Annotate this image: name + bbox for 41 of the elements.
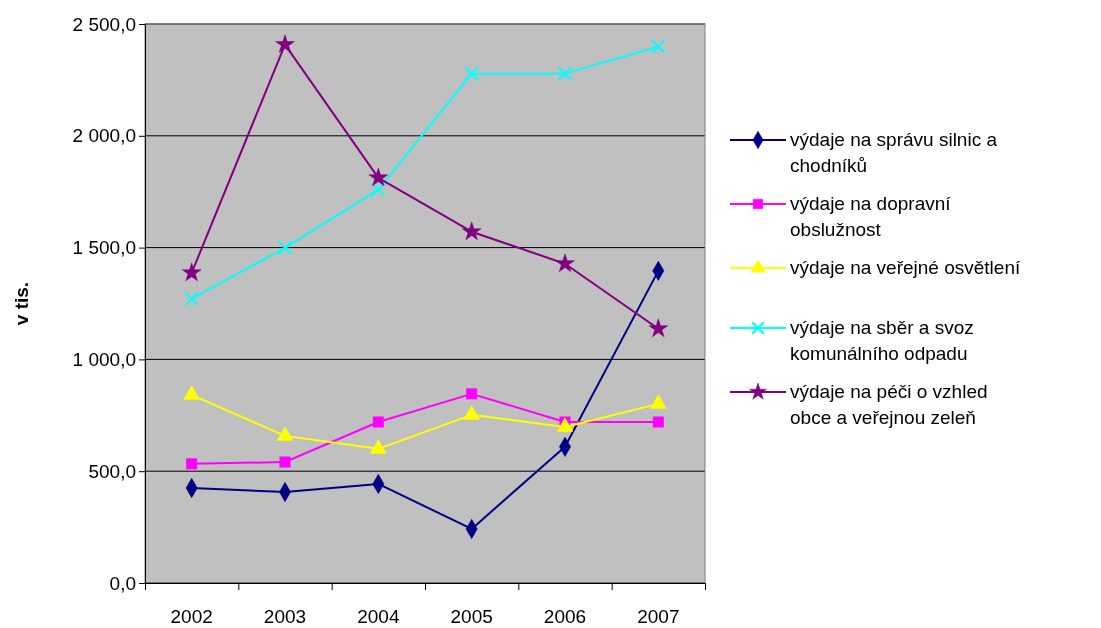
legend-label: výdaje na sběr a svoz komunálního odpadu: [790, 317, 974, 364]
point: [464, 66, 480, 82]
y-tick-label: 0,0: [109, 572, 136, 594]
point: [182, 262, 202, 282]
point: [368, 167, 388, 187]
y-tick-label: 2 000,0: [72, 125, 136, 147]
x-tick-label: 2007: [637, 606, 680, 627]
point: [275, 34, 295, 53]
point: [555, 253, 575, 272]
y-axis-title: v tis.: [11, 281, 32, 326]
x-tick-label: 2003: [263, 606, 307, 627]
legend-label: výdaje na dopravní obslužnost: [790, 193, 952, 240]
point: [277, 240, 293, 256]
point: [279, 456, 291, 468]
point: [463, 405, 480, 420]
x-tick-label: 2005: [450, 606, 493, 627]
point: [370, 182, 386, 198]
x-tick-label: 2006: [543, 606, 587, 627]
point: [370, 439, 387, 454]
point: [557, 66, 573, 82]
x-tick-label: 2002: [170, 606, 213, 627]
x-tick-label: 2004: [357, 606, 400, 627]
y-tick-label: 1 500,0: [72, 237, 136, 259]
point: [276, 426, 294, 441]
legend-label: výdaje na správu silnic a chodníků: [790, 129, 998, 176]
point: [183, 385, 200, 400]
point: [372, 416, 384, 428]
legend-label: výdaje na veřejné osvětlení: [790, 257, 1021, 278]
point: [648, 318, 668, 338]
point: [184, 291, 200, 307]
y-tick-label: 2 500,0: [72, 13, 136, 35]
point: [652, 416, 664, 428]
point: [466, 388, 478, 400]
point: [650, 394, 667, 409]
point: [186, 458, 198, 470]
point: [556, 417, 574, 432]
legend-label: výdaje na péči o vzhled obce a veřejnou zeleň: [790, 381, 988, 428]
y-tick-label: 500,0: [88, 460, 136, 482]
y-tick-label: 1 000,0: [72, 348, 136, 370]
point: [462, 221, 482, 240]
point: [650, 39, 666, 55]
